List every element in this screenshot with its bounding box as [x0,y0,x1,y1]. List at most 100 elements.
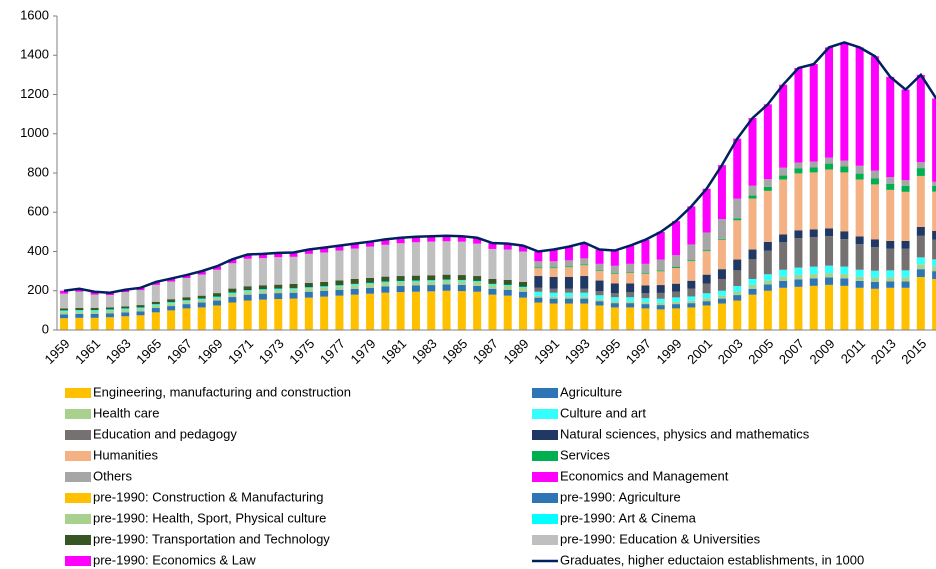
bar-segment [672,221,681,256]
bar-segment [289,283,298,289]
x-tick-label: 1989 [501,336,532,367]
bar-segment [870,56,879,171]
x-tick-label: 2013 [868,336,899,367]
bar-segment [75,317,84,330]
bar-segment [794,168,803,174]
bar-segment [932,185,936,192]
bar-segment [825,47,834,158]
bar-segment [213,266,222,270]
bar-segment [610,293,619,298]
bar-segment [855,173,864,180]
y-tick-label: 800 [27,164,49,179]
bar-segment [534,302,543,330]
bar-segment [779,242,788,270]
bar-segment [151,301,160,305]
legend-label: Education and pedagogy [93,426,237,441]
bar-segment [580,303,589,330]
bar-segment [870,281,879,289]
bar-segment [366,287,375,294]
bar-segment [381,244,390,277]
bar-segment [641,293,650,299]
bar-segment [916,269,925,278]
bar-segment [580,296,589,299]
bar-segment [886,240,895,249]
bar-segment [488,248,497,279]
x-tick-label: 2015 [898,336,929,367]
bar-segment [641,308,650,330]
bar-segment [105,317,114,330]
bar-segment [595,299,604,302]
bar-segment [366,282,375,284]
bar-segment [243,290,252,292]
bar-segment [304,282,313,288]
bar-segment [610,301,619,304]
bar-segment [60,293,69,309]
bar-segment [503,295,512,330]
bar-segment [886,189,895,241]
bar-segment [733,286,742,292]
bar-segment [549,288,558,293]
bar-segment [549,268,558,278]
bar-segment [610,272,619,274]
bar-segment [197,299,206,303]
bar-segment [825,277,834,285]
bar-segment [350,278,359,284]
bar-segment [274,288,283,290]
x-tick-label: 2005 [745,336,776,367]
bar-segment [886,183,895,190]
bar-segment [886,281,895,288]
bar-segment [519,245,528,252]
bar-segment [641,285,650,294]
legend-swatch [532,409,558,419]
bar-segment [825,163,834,170]
bar-segment [748,284,757,289]
bar-segment [687,261,696,281]
bar-segment [748,259,757,279]
bar-segment [197,271,206,275]
bar-segment [335,245,344,251]
bar-segment [90,291,99,295]
bar-segment [886,76,895,178]
bar-segment [840,285,849,330]
y-tick-label: 600 [27,204,49,219]
bar-segment [626,283,635,293]
bar-segment [457,236,466,242]
bar-segment [656,285,665,293]
bar-segment [580,265,589,277]
bar-segment [396,285,405,293]
x-tick-label: 1983 [409,336,440,367]
legend-swatch [65,409,91,419]
bar-segment [258,293,267,300]
bar-segment [809,172,818,230]
bar-segment [411,285,420,292]
bar-segment [840,266,849,275]
bar-segment [855,287,864,330]
bar-segment [886,287,895,330]
legend-swatch [532,451,558,461]
bar-segment [60,318,69,330]
bar-segment [901,185,910,192]
bar-segment [580,288,589,293]
bar-segment [580,276,589,289]
bar-segment [595,291,604,296]
bar-segment [519,297,528,330]
bar-segment [335,286,344,290]
legend-label: Services [560,447,610,462]
legend-swatch [532,472,558,482]
bar-segment [932,278,936,330]
legend-label: Humanities [93,447,159,462]
bar-segment [733,295,742,301]
bar-segment [748,185,757,196]
bar-segment [763,250,772,275]
bar-segment [656,292,665,299]
bar-segment [564,277,573,289]
bar-segment [213,296,222,298]
bar-segment [840,166,849,173]
bar-segment [289,298,298,330]
bar-segment [457,280,466,285]
bar-segment [779,84,788,168]
bar-segment [595,249,604,264]
bar-segment [763,104,772,180]
bar-segment [702,305,711,330]
